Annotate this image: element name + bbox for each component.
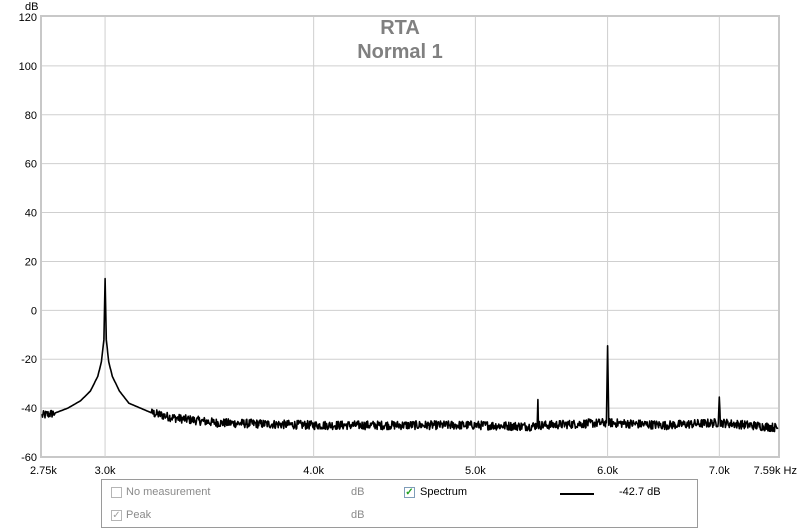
x-tick-label: 7.59k Hz bbox=[754, 465, 797, 477]
legend-row-no-measurement: No measurement dB ✓ Spectrum -42.7 dB bbox=[102, 486, 697, 502]
spectrum-checkbox[interactable]: ✓ bbox=[404, 487, 415, 498]
y-axis-label: dB bbox=[25, 1, 38, 13]
x-tick-label: 5.0k bbox=[465, 465, 486, 477]
y-tick-label: 120 bbox=[19, 12, 37, 24]
x-tick-label: 2.75k bbox=[30, 465, 57, 477]
chart-title: RTA bbox=[380, 17, 420, 39]
rta-chart: 120 100 80 60 40 20 0 -20 -40 -60 2.75k 3.0k 4.0k 5.… bbox=[19, 1, 797, 477]
x-tick-label: 7.0k bbox=[709, 465, 730, 477]
x-tick-label: 6.0k bbox=[597, 465, 618, 477]
x-tick-label: 4.0k bbox=[303, 465, 324, 477]
spectrum-line-swatch bbox=[560, 493, 594, 495]
y-tick-label: -40 bbox=[21, 403, 37, 415]
peak-checkbox[interactable]: ✓ bbox=[111, 510, 122, 521]
x-tick-label: 3.0k bbox=[95, 465, 116, 477]
plot-border bbox=[40, 15, 780, 458]
spectrum-label: Spectrum bbox=[420, 486, 468, 498]
legend-row-peak: ✓ Peak dB bbox=[102, 509, 697, 525]
no-measurement-label: No measurement bbox=[126, 486, 211, 498]
series-line-spectrum bbox=[41, 277, 779, 433]
y-tick-label: 40 bbox=[25, 208, 37, 220]
y-tick-label: 80 bbox=[25, 110, 37, 122]
y-tick-label: -20 bbox=[21, 354, 37, 366]
y-tick-label: -60 bbox=[21, 452, 37, 464]
y-tick-label: 60 bbox=[25, 159, 37, 171]
legend-panel: No measurement dB ✓ Spectrum -42.7 dB ✓ … bbox=[101, 479, 698, 528]
y-tick-label: 0 bbox=[31, 305, 37, 317]
grid-lines bbox=[42, 17, 778, 457]
no-measurement-checkbox[interactable] bbox=[111, 487, 122, 498]
no-measurement-unit: dB bbox=[351, 486, 365, 498]
peak-label: Peak bbox=[126, 509, 152, 521]
spectrum-value: -42.7 dB bbox=[619, 486, 661, 498]
y-axis-ticks: 120 100 80 60 40 20 0 -20 -40 -60 bbox=[19, 12, 37, 464]
chart-subtitle: Normal 1 bbox=[357, 41, 443, 63]
x-axis-ticks: 2.75k 3.0k 4.0k 5.0k 6.0k 7.0k 7.59k Hz bbox=[30, 465, 797, 477]
y-tick-label: 20 bbox=[25, 256, 37, 268]
series-layer bbox=[41, 277, 779, 433]
y-tick-label: 100 bbox=[19, 61, 37, 73]
peak-unit: dB bbox=[351, 509, 365, 521]
